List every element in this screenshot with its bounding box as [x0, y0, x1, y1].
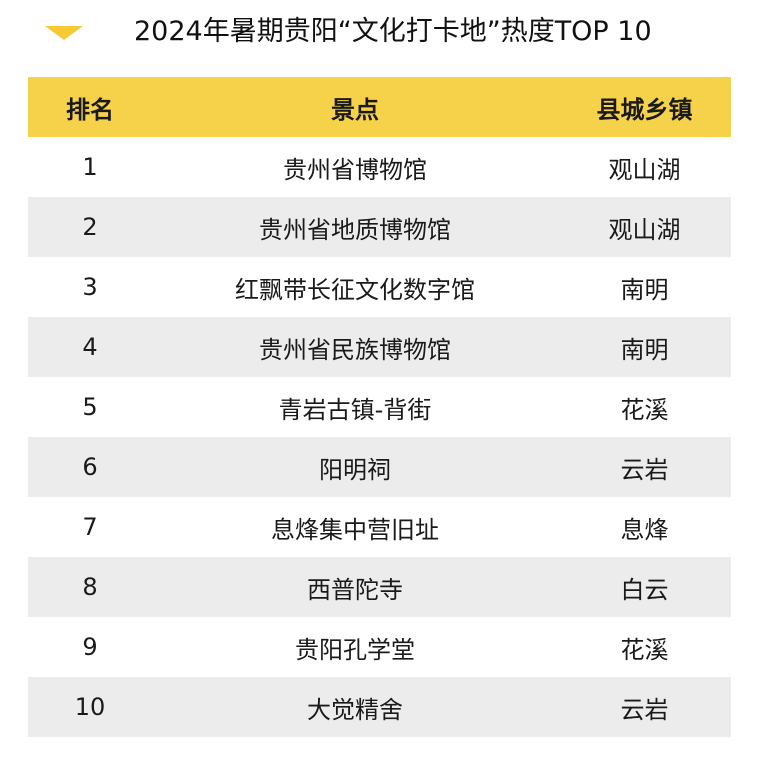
spot-cell: 红飘带长征文化数字馆	[152, 257, 558, 317]
table-row: 10 大觉精舍 云岩	[28, 677, 731, 737]
spot-cell: 贵州省民族博物馆	[152, 317, 558, 377]
area-cell: 云岩	[558, 437, 731, 497]
area-cell: 云岩	[558, 677, 731, 737]
rank-cell: 6	[28, 437, 152, 497]
area-cell: 白云	[558, 557, 731, 617]
area-cell: 息烽	[558, 497, 731, 557]
spot-cell: 青岩古镇-背街	[152, 377, 558, 437]
area-cell: 南明	[558, 257, 731, 317]
table-row: 7 息烽集中营旧址 息烽	[28, 497, 731, 557]
rank-cell: 4	[28, 317, 152, 377]
header-spot: 景点	[152, 77, 558, 137]
header-rank: 排名	[28, 77, 152, 137]
spot-cell: 阳明祠	[152, 437, 558, 497]
rank-cell: 2	[28, 197, 152, 257]
table-row: 1 贵州省博物馆 观山湖	[28, 137, 731, 197]
table-row: 8 西普陀寺 白云	[28, 557, 731, 617]
table-row: 6 阳明祠 云岩	[28, 437, 731, 497]
spot-cell: 大觉精舍	[152, 677, 558, 737]
table-row: 4 贵州省民族博物馆 南明	[28, 317, 731, 377]
page-title: 2024年暑期贵阳“文化打卡地”热度TOP 10	[134, 16, 652, 47]
spot-cell: 西普陀寺	[152, 557, 558, 617]
spot-cell: 息烽集中营旧址	[152, 497, 558, 557]
rank-cell: 7	[28, 497, 152, 557]
area-cell: 花溪	[558, 377, 731, 437]
rank-cell: 10	[28, 677, 152, 737]
rank-cell: 8	[28, 557, 152, 617]
spot-cell: 贵州省地质博物馆	[152, 197, 558, 257]
table-row: 9 贵阳孔学堂 花溪	[28, 617, 731, 677]
rank-cell: 9	[28, 617, 152, 677]
header-area: 县城乡镇	[558, 77, 731, 137]
table-row: 3 红飘带长征文化数字馆 南明	[28, 257, 731, 317]
area-cell: 南明	[558, 317, 731, 377]
ranking-table: 排名 景点 县城乡镇 1 贵州省博物馆 观山湖 2 贵州省地质博物馆 观山湖 3…	[28, 77, 731, 737]
rank-cell: 5	[28, 377, 152, 437]
table-row: 5 青岩古镇-背街 花溪	[28, 377, 731, 437]
area-cell: 观山湖	[558, 137, 731, 197]
area-cell: 观山湖	[558, 197, 731, 257]
area-cell: 花溪	[558, 617, 731, 677]
triangle-marker-icon	[45, 26, 83, 40]
spot-cell: 贵阳孔学堂	[152, 617, 558, 677]
table-header-row: 排名 景点 县城乡镇	[28, 77, 731, 137]
table-row: 2 贵州省地质博物馆 观山湖	[28, 197, 731, 257]
rank-cell: 3	[28, 257, 152, 317]
title-row: 2024年暑期贵阳“文化打卡地”热度TOP 10	[0, 0, 769, 66]
rank-cell: 1	[28, 137, 152, 197]
spot-cell: 贵州省博物馆	[152, 137, 558, 197]
